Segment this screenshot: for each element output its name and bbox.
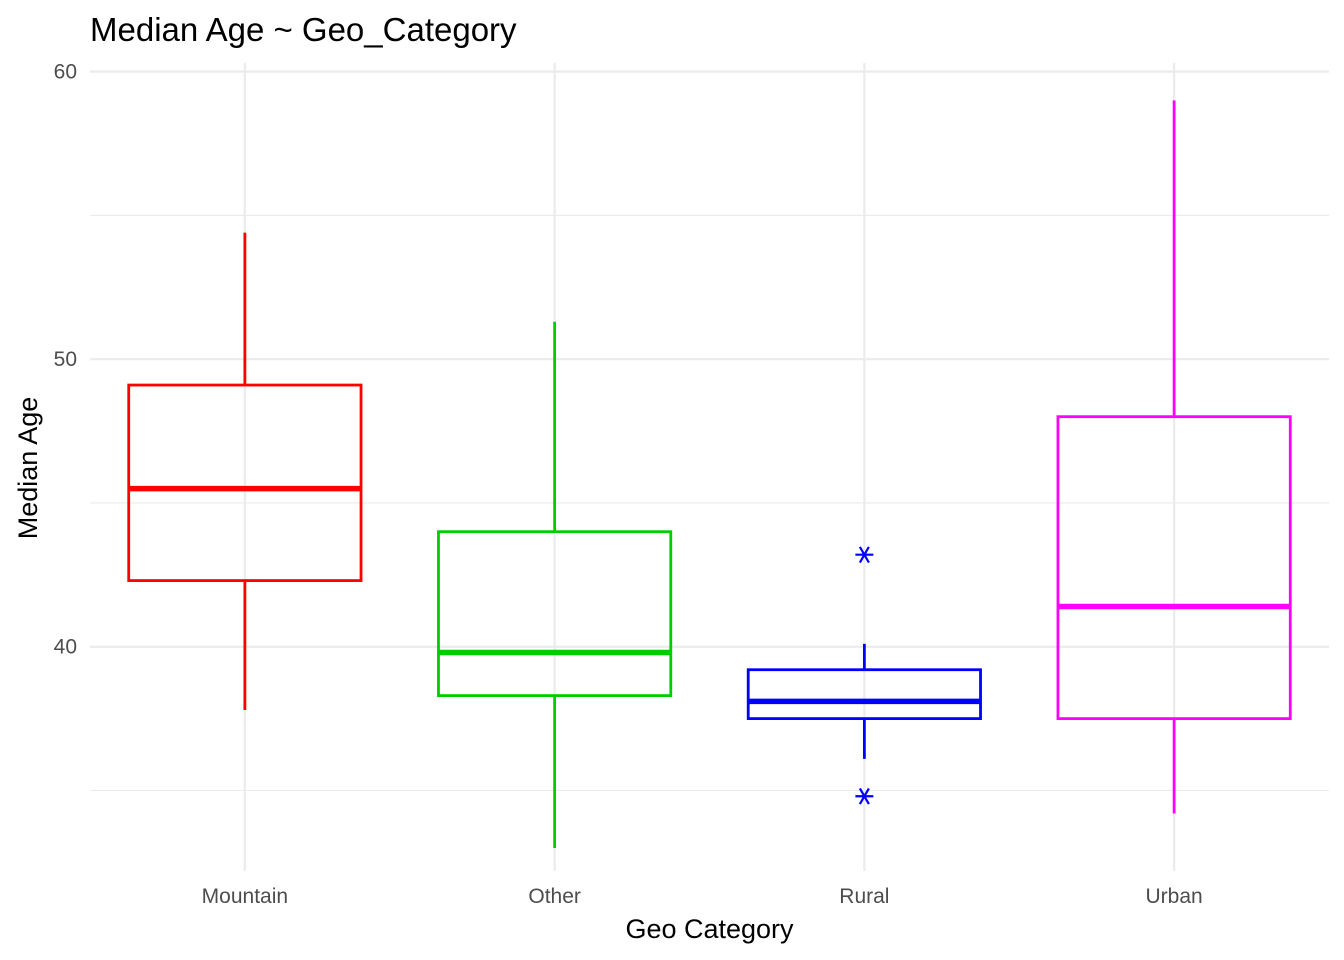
- x-tick-label: Other: [528, 885, 581, 908]
- box-other: [437, 321, 673, 848]
- x-tick-label: Rural: [839, 885, 889, 908]
- iqr-box: [437, 530, 673, 697]
- box-mountain: [127, 232, 363, 710]
- x-tick-label: Mountain: [202, 885, 288, 908]
- box-layer: [127, 100, 1292, 848]
- outlier-point: [855, 787, 874, 805]
- y-tick-label: 50: [54, 348, 77, 371]
- y-axis-title: Median Age: [13, 397, 43, 540]
- tick-label-layer: 40 50 60 Mountain Other Rural Urban: [54, 61, 1203, 908]
- box-rural: [746, 546, 982, 805]
- outlier-point: [855, 546, 874, 564]
- y-tick-label: 60: [54, 61, 77, 84]
- iqr-box: [127, 383, 363, 582]
- x-tick-label: Urban: [1146, 885, 1203, 908]
- iqr-box: [746, 668, 982, 721]
- grid-layer: [90, 63, 1329, 871]
- y-tick-label: 40: [54, 636, 77, 659]
- iqr-box: [1056, 415, 1292, 721]
- chart-title: Median Age ~ Geo_Category: [90, 11, 517, 48]
- box-urban: [1056, 100, 1292, 814]
- x-axis-title: Geo Category: [625, 914, 794, 944]
